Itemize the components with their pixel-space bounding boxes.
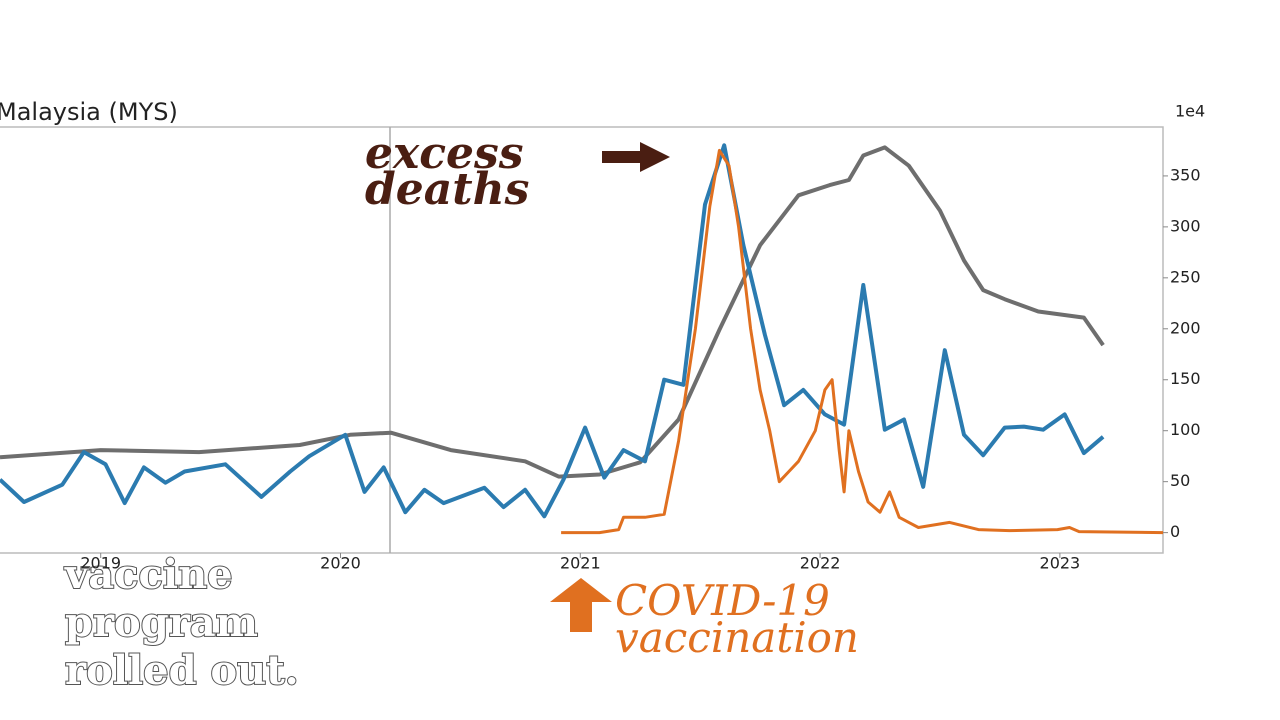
y-tick-label: 0: [1170, 522, 1180, 541]
annotation: deaths: [365, 164, 529, 215]
y-tick-label: 200: [1170, 318, 1201, 337]
arrow-up: [550, 578, 612, 632]
y-tick-label: 150: [1170, 369, 1201, 388]
x-tick-label: 2022: [800, 554, 841, 573]
y-tick-label: 250: [1170, 267, 1201, 286]
x-tick-label: 2019: [80, 554, 121, 573]
annotation: vaccine: [64, 551, 233, 598]
series-line: [0, 143, 1105, 519]
annotation: rolled out.: [65, 647, 299, 694]
plot-frame: [0, 126, 1164, 554]
arrow-right: [602, 142, 670, 172]
axis-multiplier: 1e4: [1175, 102, 1205, 121]
series-line: [0, 145, 1105, 479]
annotation: COVID-19: [615, 576, 830, 625]
series-line: [561, 148, 1164, 535]
x-tick-label: 2023: [1040, 554, 1081, 573]
annotation: excess: [365, 128, 524, 179]
y-tick-label: 50: [1170, 471, 1190, 490]
y-tick-label: 350: [1170, 165, 1201, 184]
annotation: program: [65, 599, 258, 646]
y-tick-label: 100: [1170, 420, 1201, 439]
annotation: vaccination: [615, 613, 859, 662]
chart-title: Malaysia (MYS): [0, 98, 178, 126]
y-tick-label: 300: [1170, 216, 1201, 235]
x-tick-label: 2021: [560, 554, 601, 573]
x-tick-label: 2020: [320, 554, 361, 573]
